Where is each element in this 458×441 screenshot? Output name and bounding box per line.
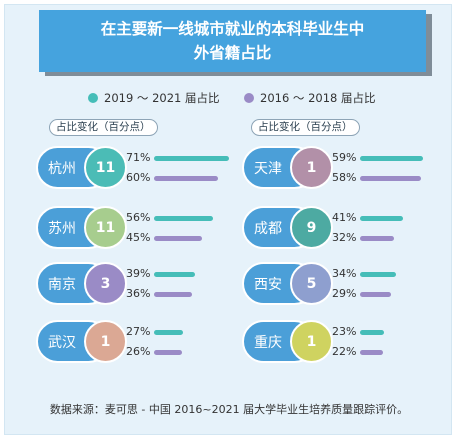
title-line-1: 在主要新一线城市就业的本科毕业生中: [100, 20, 365, 38]
earlier-bar: [154, 292, 193, 297]
recent-bar: [360, 330, 385, 335]
recent-pct-label: 27%: [126, 325, 151, 338]
earlier-pct-label: 32%: [332, 231, 357, 244]
change-circle: 1: [290, 320, 333, 363]
change-label-left: 占比变化（百分点）: [49, 119, 158, 136]
change-label-right: 占比变化（百分点）: [251, 119, 360, 136]
earlier-pct-label: 45%: [126, 231, 151, 244]
title-line-2: 外省籍占比: [193, 44, 272, 62]
recent-pct-label: 56%: [126, 211, 151, 224]
recent-pct-label: 39%: [126, 267, 151, 280]
legend-earlier-label: 2016 ～ 2018 届占比: [260, 91, 376, 105]
earlier-pct-label: 60%: [126, 171, 151, 184]
legend-recent: 2019 ～ 2021 届占比: [88, 90, 220, 106]
chart-title: 在主要新一线城市就业的本科毕业生中 外省籍占比: [39, 10, 426, 72]
data-source: 数据来源：麦可思 - 中国 2016~2021 届大学毕业生培养质量跟踪评价。: [49, 403, 409, 416]
earlier-bar: [154, 176, 218, 181]
change-circle: 1: [84, 320, 127, 363]
recent-bar: [154, 156, 230, 161]
recent-bar: [360, 272, 397, 277]
earlier-bar: [360, 236, 394, 241]
earlier-bar: [360, 292, 391, 297]
earlier-pct-label: 29%: [332, 287, 357, 300]
earlier-bar: [360, 176, 422, 181]
recent-pct-label: 59%: [332, 151, 357, 164]
change-circle: 11: [84, 146, 127, 189]
recent-pct-label: 71%: [126, 151, 151, 164]
recent-bar: [154, 330, 183, 335]
earlier-bar: [154, 236, 202, 241]
legend-recent-label: 2019 ～ 2021 届占比: [104, 91, 220, 105]
earlier-pct-label: 58%: [332, 171, 357, 184]
change-circle: 11: [84, 206, 127, 249]
earlier-pct-label: 22%: [332, 345, 357, 358]
change-circle: 1: [290, 146, 333, 189]
recent-bar: [154, 272, 196, 277]
change-circle: 9: [290, 206, 333, 249]
earlier-bar: [154, 350, 182, 355]
recent-pct-label: 23%: [332, 325, 357, 338]
legend-earlier-swatch: [244, 93, 254, 103]
earlier-bar: [360, 350, 384, 355]
change-circle: 5: [290, 262, 333, 305]
earlier-pct-label: 26%: [126, 345, 151, 358]
legend-recent-swatch: [88, 93, 98, 103]
legend-earlier: 2016 ～ 2018 届占比: [244, 90, 376, 106]
change-circle: 3: [84, 262, 127, 305]
recent-bar: [154, 216, 214, 221]
recent-pct-label: 41%: [332, 211, 357, 224]
earlier-pct-label: 36%: [126, 287, 151, 300]
recent-pct-label: 34%: [332, 267, 357, 280]
recent-bar: [360, 156, 423, 161]
recent-bar: [360, 216, 404, 221]
